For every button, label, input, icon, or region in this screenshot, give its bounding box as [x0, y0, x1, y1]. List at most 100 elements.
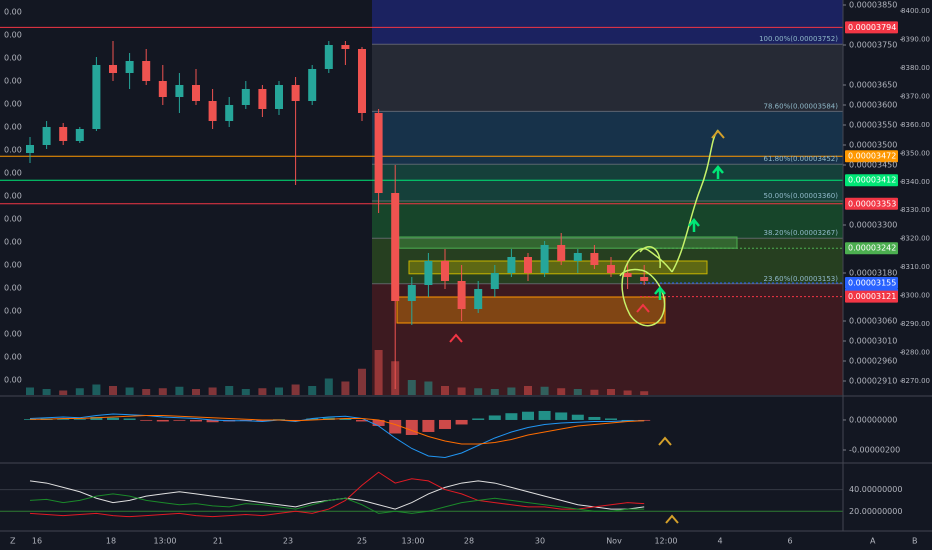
- volume-bar: [42, 389, 51, 395]
- x-tick-label: 13:00: [153, 537, 176, 546]
- volume-bar: [275, 387, 283, 395]
- volume-bar: [241, 389, 250, 395]
- y-tick-label: 0.00003500: [849, 141, 897, 150]
- y2-tick-label: 8330.00: [901, 206, 930, 214]
- macd-histogram: [206, 419, 219, 423]
- fib-label: 23.60%(0.00003153): [764, 275, 839, 283]
- volume-bar: [175, 386, 184, 395]
- price-tag-label: 0.00003472: [848, 152, 896, 161]
- left-axis-label: 0.00: [4, 353, 22, 362]
- volume-bar: [557, 388, 566, 395]
- x-tick-label: 6: [787, 537, 792, 546]
- candle-body: [524, 257, 532, 273]
- price-tag: [845, 277, 898, 289]
- candle-body: [291, 85, 300, 101]
- red-arrow: [449, 333, 463, 343]
- y-tick-label: 0.00003060: [849, 317, 897, 326]
- y-tick-label: 0.00003750: [849, 41, 897, 50]
- volume-bar: [291, 384, 300, 395]
- price-tag: [845, 174, 898, 187]
- candle-body: [507, 257, 516, 273]
- footer-button[interactable]: B: [912, 537, 918, 546]
- y-tick-label: 0.00003300: [849, 221, 897, 230]
- macd-histogram: [538, 410, 551, 420]
- price-tag: [845, 197, 898, 210]
- volume-bar: [26, 387, 34, 395]
- volume-bar: [92, 384, 101, 395]
- dmi-line: [29, 493, 645, 514]
- price-tag: [845, 21, 898, 34]
- y-tick-label: 0.00003600: [849, 101, 897, 110]
- red-arrow: [636, 303, 650, 313]
- left-axis-label: 0.00: [4, 8, 22, 17]
- dmi-tick-label: 20.00000000: [849, 507, 902, 516]
- candle-body: [407, 285, 416, 301]
- macd-histogram: [422, 419, 435, 432]
- candle-body: [92, 65, 101, 129]
- candle-body: [640, 277, 649, 281]
- y2-tick-label: 8300.00: [901, 292, 930, 300]
- price-axis-bg: [843, 0, 932, 550]
- footer-left[interactable]: Z: [10, 537, 16, 546]
- y2-tick-label: 8380.00: [901, 64, 930, 72]
- candle-body: [42, 127, 51, 145]
- fib-band: [372, 164, 843, 201]
- dmi-tick-label: 40.00000000: [849, 485, 902, 494]
- left-axis-label: 0.00: [4, 307, 22, 316]
- zone: [396, 296, 666, 324]
- fib-label: 78.60%(0.00003584): [764, 102, 839, 110]
- candle-body: [26, 145, 34, 153]
- price-tag-label: 0.00003242: [848, 244, 896, 253]
- macd-histogram: [588, 416, 601, 420]
- candle-body: [75, 129, 84, 141]
- zone: [398, 236, 738, 249]
- macd-histogram: [173, 419, 186, 421]
- volume-bar: [324, 378, 333, 395]
- volume-bar: [590, 389, 599, 395]
- y2-tick-label: 8280.00: [901, 349, 930, 357]
- candle-body: [441, 261, 449, 281]
- macd-histogram: [605, 418, 617, 420]
- y-tick-label: 0.00002960: [849, 357, 897, 366]
- price-tag: [845, 150, 898, 163]
- y2-tick-label: 8270.00: [901, 377, 930, 385]
- macd-histogram: [472, 418, 485, 420]
- candle-body: [175, 85, 184, 97]
- left-axis-label: 0.00: [4, 261, 22, 270]
- zone: [408, 260, 708, 275]
- left-axis-label: 0.00: [4, 192, 22, 201]
- y2-tick-label: 8360.00: [901, 121, 930, 129]
- fib-band: [372, 0, 843, 45]
- volume-bar: [341, 381, 350, 395]
- price-tag: [845, 290, 898, 303]
- price-tag: [845, 242, 898, 255]
- volume-bar: [225, 386, 234, 395]
- macd-histogram: [90, 416, 103, 420]
- y2-tick-label: 8320.00: [901, 235, 930, 243]
- volume-bar: [59, 390, 68, 395]
- drawn-circle: [619, 248, 673, 327]
- candle-body: [192, 85, 200, 101]
- macd-tick-label: 0.00000000: [849, 415, 897, 424]
- volume-bar: [374, 350, 383, 395]
- volume-bar: [490, 389, 499, 395]
- footer-button[interactable]: A: [870, 537, 876, 546]
- volume-bar: [540, 386, 549, 395]
- y-tick-label: 0.00003650: [849, 81, 897, 90]
- left-axis-label: 0.00: [4, 238, 22, 247]
- candle-body: [158, 81, 167, 97]
- candle-body: [324, 45, 333, 69]
- x-tick-label: 16: [32, 537, 42, 546]
- candle-body: [424, 261, 433, 285]
- candle-body: [490, 273, 499, 289]
- price-tag-label: 0.00003412: [848, 176, 896, 185]
- volume-bar: [258, 388, 267, 395]
- x-tick-label: 18: [106, 537, 116, 546]
- target-chevron: [711, 129, 725, 139]
- green-arrow: [688, 218, 700, 232]
- y-tick-label: 0.00003180: [849, 269, 897, 278]
- macd-histogram: [439, 419, 451, 429]
- volume-bar: [607, 389, 615, 395]
- macd-histogram: [522, 411, 534, 420]
